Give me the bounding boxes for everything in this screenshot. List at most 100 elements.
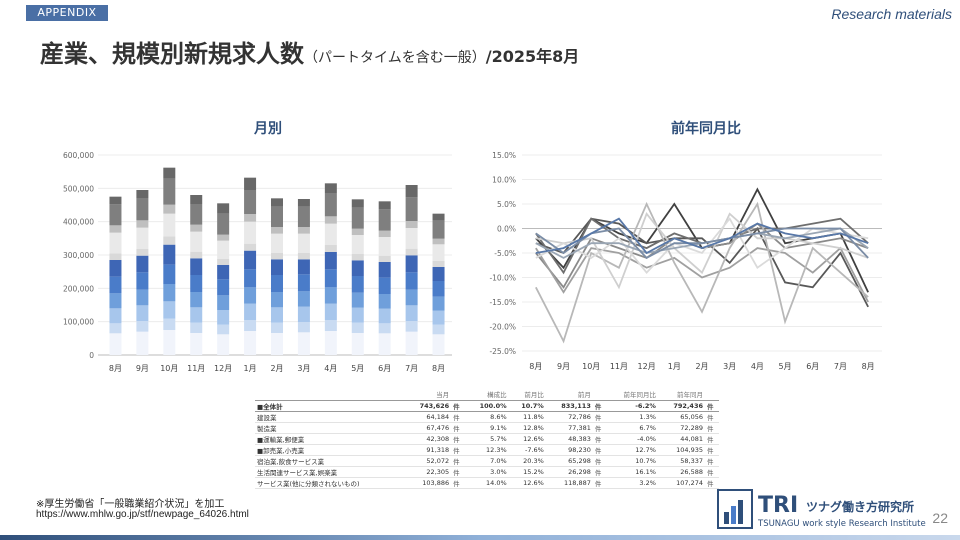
bar-segment: [432, 296, 445, 311]
bar-segment: [405, 221, 418, 228]
monthly-stacked-bar-chart: 0 100,000 200,000 300,000 400,000 500,000 600,…: [63, 151, 452, 373]
mom: 15.2%: [508, 466, 546, 478]
th-share: 構成比: [465, 388, 509, 401]
bar-segment: [405, 248, 418, 256]
bar-x-tick: 4月: [324, 364, 337, 373]
bar-segment: [136, 227, 149, 249]
bar-segment: [163, 213, 176, 237]
bar-segment: [109, 225, 122, 233]
yoy: 3.2%: [606, 477, 658, 489]
bar-segment: [217, 203, 230, 214]
row-label: サービス業(他に分類されないもの): [255, 477, 405, 489]
bar-segment: [190, 204, 203, 225]
line-series-l11: [535, 217, 869, 255]
bar-segment: [297, 259, 310, 275]
unit: 件: [705, 433, 719, 445]
bar-segment: [136, 220, 149, 228]
bar-segment: [163, 178, 176, 205]
unit: 件: [592, 477, 607, 489]
bar-segment: [271, 233, 283, 253]
th-unit: [451, 388, 466, 401]
bar-segment: [217, 279, 230, 296]
current-value: 67,476: [404, 422, 452, 434]
bar-segment: [351, 199, 364, 208]
lastyear-value: 26,588: [657, 466, 705, 478]
line-series-l7: [535, 212, 869, 290]
bar-segment: [271, 259, 283, 275]
bar-x-tick: 10月: [160, 364, 178, 373]
prev-value: 65,298: [545, 455, 593, 467]
mom: 12.6%: [508, 433, 546, 445]
current-value: 22,305: [404, 466, 452, 478]
bar-segment: [324, 269, 337, 288]
bar-segment: [297, 322, 310, 333]
th-yoy: 前年同月比: [606, 388, 658, 401]
share: 100.0%: [465, 400, 509, 412]
bar-segment: [244, 287, 257, 304]
bar-segment: [432, 213, 445, 221]
bar-segment: [432, 244, 445, 261]
bar-segment: [163, 318, 176, 330]
bar-x-tick: 6月: [378, 364, 391, 373]
lastyear-value: 65,056: [657, 411, 705, 423]
unit: 件: [451, 477, 466, 489]
bar-segment: [297, 332, 310, 355]
bar-segment: [351, 276, 364, 293]
bar-segment: [109, 260, 122, 277]
bar-segment: [244, 303, 257, 320]
current-value: 91,318: [404, 444, 452, 456]
bar-segment: [217, 324, 230, 335]
table-row: ■全体計 743,626 件 100.0% 10.7% 833,113 件 -6.2% 792,…: [255, 400, 719, 412]
unit: 件: [592, 433, 607, 445]
prev-value: 833,113: [545, 400, 593, 412]
mom: 12.8%: [508, 422, 546, 434]
bar-segment: [297, 233, 310, 253]
table-row: 建設業 64,184 件 8.6% 11.8% 72,786 件 1.3% 65,056 件: [255, 411, 719, 423]
bar-segment: [432, 267, 445, 281]
bar-segment: [378, 277, 391, 294]
bar-segment: [324, 216, 337, 224]
line-y-tick: -25.0%: [489, 347, 516, 356]
bar-segment: [163, 264, 176, 284]
bar-segment: [405, 228, 418, 249]
line-x-tick: 4月: [751, 362, 764, 371]
bar-segment: [324, 331, 337, 355]
bar-segment: [190, 322, 203, 333]
line-x-tick: 6月: [806, 362, 819, 371]
bar-segment: [271, 198, 283, 207]
bar-segment: [432, 238, 445, 245]
bar-segment: [351, 228, 364, 235]
title-date: /2025年8月: [485, 47, 580, 66]
bar-segment: [297, 206, 310, 227]
bar-segment: [136, 272, 149, 290]
table-row: ■運輸業,郵便業 42,308 件 5.7% 12.6% 48,383 件 -4.0% 44,0…: [255, 433, 719, 445]
share: 12.3%: [465, 444, 509, 456]
bar-segment: [351, 307, 364, 323]
table-row: 製造業 67,476 件 9.1% 12.8% 77,381 件 6.7% 72,289 件: [255, 422, 719, 434]
bar-segment: [109, 232, 122, 254]
bar-segment: [190, 275, 203, 292]
bar-segment: [297, 253, 310, 260]
bar-segment: [244, 331, 257, 355]
bar-segment: [163, 167, 176, 179]
source-url[interactable]: https://www.mhlw.go.jp/stf/newpage_64026…: [36, 509, 249, 520]
logo-en: TSUNAGU work style Research Institute: [757, 519, 926, 529]
row-label: 宿泊業,飲食サービス業: [255, 455, 405, 467]
row-label: 生活関連サービス業,娯楽業: [255, 466, 405, 478]
bar-segment: [190, 307, 203, 323]
bar-segment: [190, 195, 203, 204]
table-row: サービス業(他に分類されないもの) 103,886 件 14.0% 12.6% 118,8…: [255, 477, 719, 489]
bar-segment: [297, 291, 310, 307]
bar-segment: [271, 292, 283, 308]
unit: 件: [451, 400, 466, 412]
bar-segment: [297, 306, 310, 322]
bar-segment: [244, 320, 257, 331]
bar-segment: [136, 331, 149, 355]
line-series-l5: [535, 246, 869, 303]
bar-segment: [271, 253, 283, 260]
yoy: 6.7%: [606, 422, 658, 434]
bar-x-tick: 8月: [109, 364, 122, 373]
th-prev: 前月: [545, 388, 593, 401]
line-y-tick: 10.0%: [492, 176, 516, 185]
lastyear-value: 792,436: [657, 400, 705, 412]
